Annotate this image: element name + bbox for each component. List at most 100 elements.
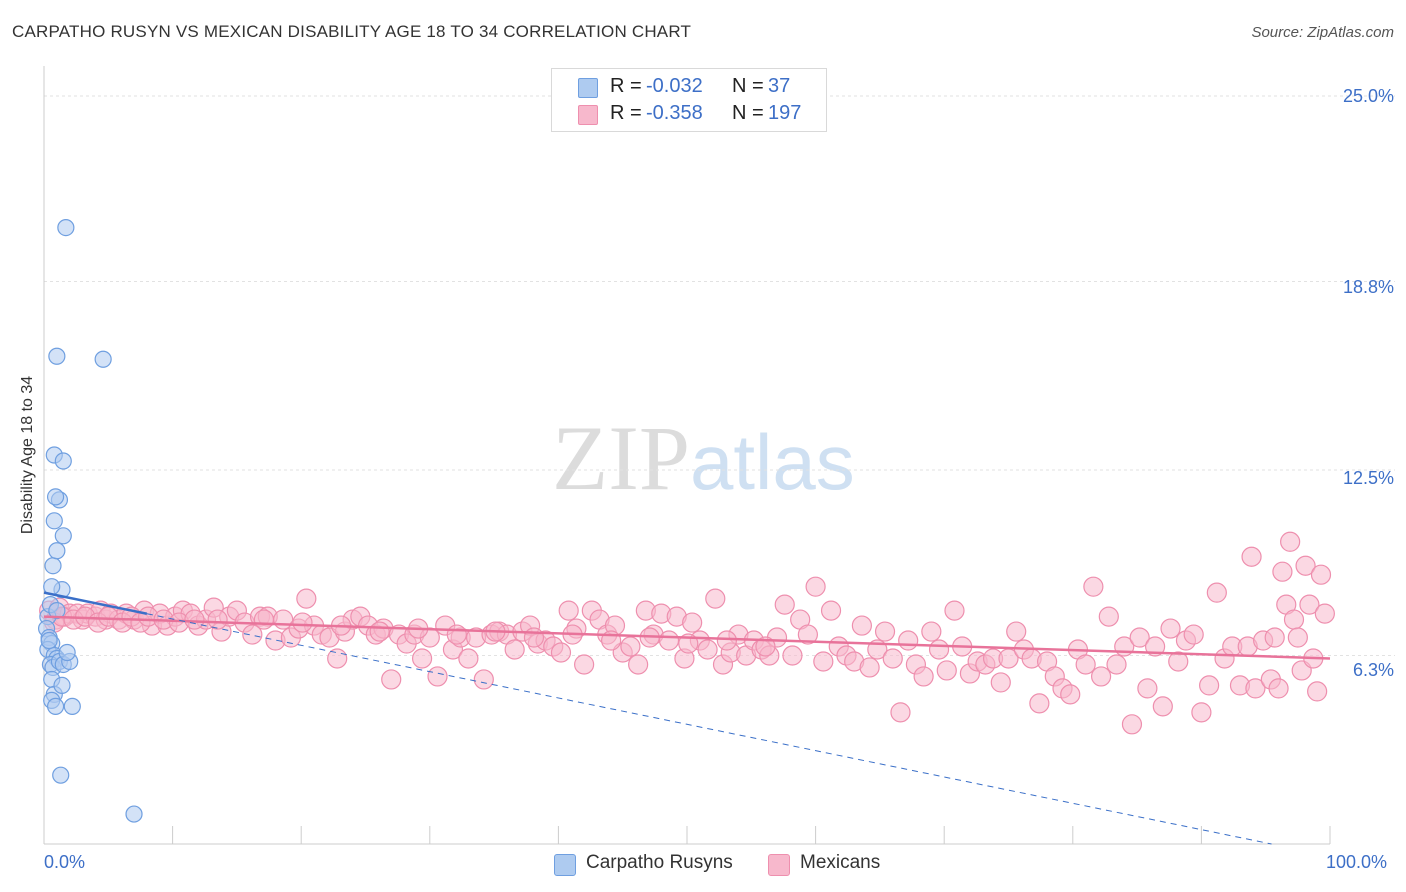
mexican-point xyxy=(851,615,872,636)
legend-r-label: R = xyxy=(610,75,642,97)
mexican-point xyxy=(523,627,545,648)
carpatho-rusyn-point xyxy=(94,350,112,368)
mexican-point xyxy=(913,666,934,687)
mexican-point xyxy=(921,621,942,642)
mexican-point xyxy=(1121,714,1143,735)
legend-n-value: 197 xyxy=(768,102,802,124)
mexican-point xyxy=(813,651,834,672)
bottom-legend-label: Mexicans xyxy=(800,852,881,873)
mexican-point xyxy=(1280,531,1301,552)
correlation-legend: R = -0.032 N = 37 R = -0.358 N = 197 xyxy=(551,68,827,132)
mexican-point xyxy=(473,669,494,690)
carpatho-rusyn-point xyxy=(46,488,65,506)
mexican-point xyxy=(1083,576,1104,597)
mexican-point xyxy=(369,621,390,642)
y-tick-label-12-5: 12.5% xyxy=(1342,468,1394,488)
mexican-point xyxy=(782,645,803,666)
mexican-point xyxy=(1287,627,1308,648)
mexican-point xyxy=(1299,594,1320,615)
mexican-point xyxy=(882,648,903,669)
legend-n-label: N = xyxy=(732,102,764,124)
carpatho-rusyn-point xyxy=(48,602,66,620)
mexican-point xyxy=(944,600,965,621)
mexican-point xyxy=(1029,693,1050,714)
carpatho-rusyns-trend-line xyxy=(43,591,148,615)
mexican-point xyxy=(874,621,896,642)
mexican-point xyxy=(1183,624,1204,645)
mexican-point xyxy=(1137,678,1158,699)
y-tick-label-18-8: 18.8% xyxy=(1342,277,1394,297)
mexican-point xyxy=(1307,681,1328,702)
legend-n-value: 37 xyxy=(768,75,791,97)
mexican-point xyxy=(1268,678,1289,699)
legend-swatch-pink xyxy=(578,105,598,125)
legend-swatch-blue xyxy=(578,78,598,98)
carpatho-rusyn-point xyxy=(125,805,143,823)
mexican-point xyxy=(1075,654,1096,675)
mexican-point xyxy=(411,648,433,669)
mexican-point xyxy=(1295,555,1316,576)
carpatho-rusyn-point xyxy=(63,697,81,715)
mexican-point xyxy=(504,639,525,660)
mexican-point xyxy=(1314,603,1335,624)
mexican-point xyxy=(184,609,205,630)
y-tick-label-25-0: 25.0% xyxy=(1342,86,1394,106)
mexicans-trend-line xyxy=(43,615,1331,660)
mexican-point xyxy=(1152,696,1173,717)
mexican-point xyxy=(1199,675,1220,696)
mexican-point xyxy=(427,666,448,687)
mexican-point xyxy=(1098,606,1119,627)
mexican-point xyxy=(296,588,317,609)
mexican-point xyxy=(990,672,1011,693)
mexican-point xyxy=(716,630,737,651)
carpatho-rusyn-point xyxy=(48,347,66,365)
legend-n-label: N = xyxy=(732,75,764,97)
mexican-point xyxy=(558,600,579,621)
carpatho-rusyn-point xyxy=(54,452,72,470)
mexican-point xyxy=(682,612,703,633)
carpatho-rusyn-point xyxy=(40,631,58,650)
mexican-point xyxy=(1145,636,1166,657)
carpatho-rusyn-point xyxy=(52,766,70,784)
mexican-point xyxy=(755,636,776,657)
mexican-point xyxy=(550,642,572,663)
carpatho-rusyn-point xyxy=(48,542,66,560)
mexican-point xyxy=(1006,621,1027,642)
mexican-point xyxy=(805,576,826,597)
bottom-legend-label: Carpatho Rusyns xyxy=(586,852,733,873)
mexican-point xyxy=(1241,546,1262,567)
watermark-zip: ZIP xyxy=(552,407,690,509)
x-tick-label-max: 100.0% xyxy=(1326,852,1388,872)
mexican-point xyxy=(628,654,649,675)
legend-row-carpatho-rusyns: R = -0.032 N = 37 xyxy=(552,73,826,101)
mexican-point xyxy=(1264,627,1285,648)
mexican-point xyxy=(936,660,957,681)
mexican-point xyxy=(446,624,467,645)
carpatho-rusyns-trend-extension xyxy=(146,613,1272,845)
carpatho-rusyn-point xyxy=(54,527,72,545)
mexican-point xyxy=(207,609,228,630)
carpatho-rusyn-point xyxy=(44,557,62,575)
mexican-point xyxy=(1191,702,1212,723)
mexican-point xyxy=(1310,564,1332,585)
mexican-point xyxy=(774,594,795,615)
mexican-point xyxy=(292,612,313,633)
mexican-point xyxy=(620,636,641,657)
mexican-point xyxy=(1206,582,1227,603)
y-tick-label-6-3: 6.3% xyxy=(1352,660,1394,680)
mexican-point xyxy=(1060,684,1081,705)
bottom-legend-swatch-blue xyxy=(554,854,576,876)
legend-r-value: -0.358 xyxy=(646,102,703,124)
carpatho-rusyn-point xyxy=(53,676,71,695)
mexican-point xyxy=(242,624,263,645)
mexican-point xyxy=(1283,609,1305,630)
carpatho-rusyn-point xyxy=(58,643,76,662)
mexican-point xyxy=(1168,651,1189,672)
mexican-point xyxy=(1129,627,1150,648)
mexican-point xyxy=(820,600,842,621)
mexican-point xyxy=(928,639,950,660)
mexican-point xyxy=(797,624,818,645)
mexican-point xyxy=(253,609,275,630)
mexican-point xyxy=(1160,618,1181,639)
